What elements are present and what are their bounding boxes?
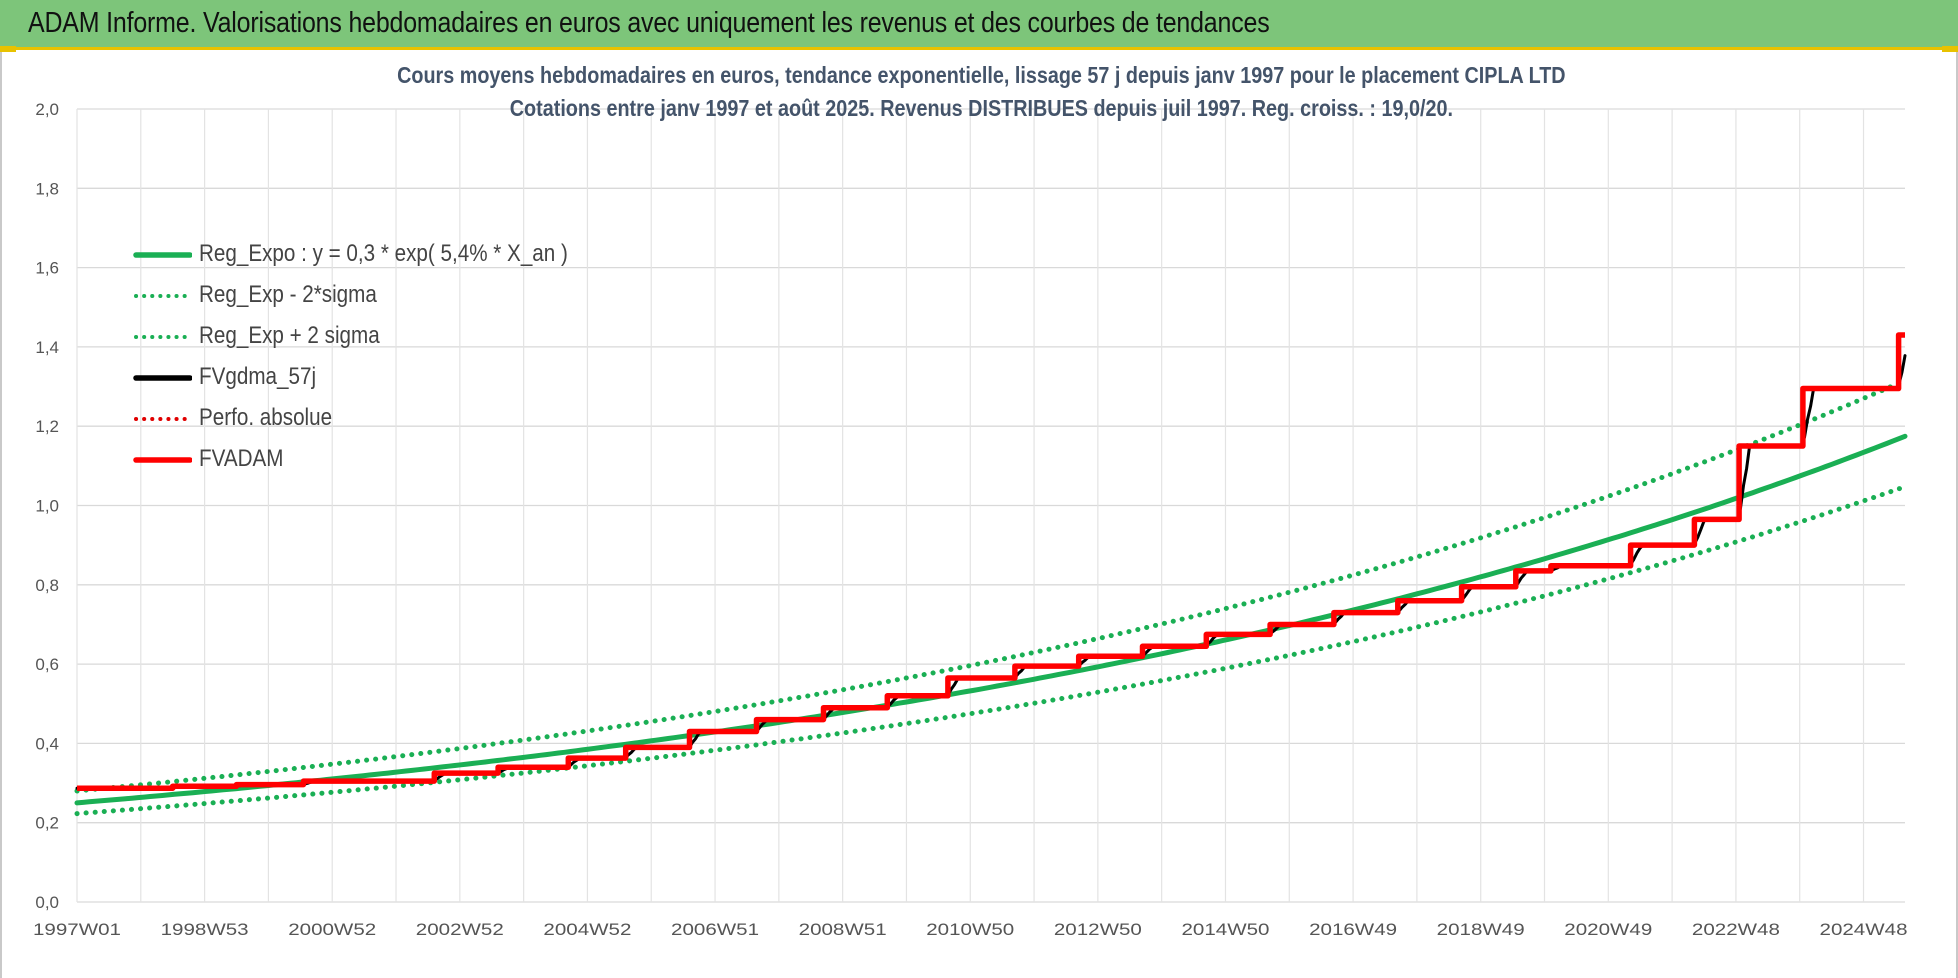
x-tick-label: 2010W50: [926, 920, 1014, 939]
legend-label: Reg_Exp + 2 sigma: [199, 322, 380, 349]
series-trend-band: [74, 484, 1908, 817]
y-tick-label: 1,6: [35, 259, 59, 278]
y-tick-label: 2,0: [35, 100, 59, 119]
x-tick-label: 2008W51: [799, 920, 887, 939]
chart-subtitle: Cotations entre janv 1997 et août 2025. …: [509, 95, 1453, 121]
x-tick-label: 2022W48: [1692, 920, 1780, 939]
x-tick-label: 2004W52: [543, 920, 631, 939]
corner-mark-right: [1942, 46, 1958, 52]
chart-canvas: 0,0 0,2 0,4 0,6 0,8 1,0 1,2 1,4 1,6 1,8 2,0 1997W0…: [33, 100, 1908, 939]
series-fvadam-line: [76, 332, 1905, 791]
legend-label: Reg_Expo : y = 0,3 * exp( 5,4% * X_an ): [199, 240, 568, 267]
x-tick-label: 2016W49: [1309, 920, 1397, 939]
legend-label: FVgdma_57j: [199, 363, 317, 390]
legend-label: Reg_Exp - 2*sigma: [199, 281, 377, 308]
y-tick-label: 1,0: [35, 497, 59, 516]
legend-swatch: [133, 252, 192, 258]
y-tick-label: 0,8: [35, 576, 59, 595]
x-tick-label: 1998W53: [161, 920, 249, 939]
y-tick-label: 1,4: [35, 338, 59, 357]
x-axis: 1997W01 1998W53 2000W52 2002W52 2004W52 2006W…: [33, 920, 1908, 939]
x-tick-label: 2024W48: [1820, 920, 1908, 939]
gridlines: [76, 108, 1905, 903]
y-tick-label: 0,4: [35, 734, 59, 753]
x-tick-label: 1997W01: [33, 920, 121, 939]
y-axis: 0,0 0,2 0,4 0,6 0,8 1,0 1,2 1,4 1,6 1,8 2,0: [35, 100, 59, 912]
legend-swatch: [133, 457, 192, 463]
x-tick-label: 2002W52: [416, 920, 504, 939]
legend-swatch: [134, 417, 192, 421]
x-tick-label: 2000W52: [288, 920, 376, 939]
chart-title: Cours moyens hebdomadaires en euros, ten…: [396, 62, 1566, 88]
y-tick-label: 0,2: [35, 814, 59, 833]
chart-area: 0,0 0,2 0,4 0,6 0,8 1,0 1,2 1,4 1,6 1,8 2,0 1997W0…: [0, 50, 1958, 978]
legend-swatch: [134, 294, 192, 298]
legend-label: Perfo. absolue: [199, 404, 333, 431]
x-tick-label: 2012W50: [1054, 920, 1142, 939]
x-tick-label: 2020W49: [1564, 920, 1652, 939]
x-tick-label: 2006W51: [671, 920, 759, 939]
x-tick-label: 2018W49: [1437, 920, 1525, 939]
page-title: ADAM Informe. Valorisations hebdomadaire…: [28, 7, 1270, 39]
series-trend-band: [74, 377, 1908, 794]
y-tick-label: 0,0: [35, 893, 59, 912]
legend-swatch: [134, 335, 192, 339]
corner-mark-left: [0, 46, 16, 52]
header-bar: ADAM Informe. Valorisations hebdomadaire…: [0, 0, 1958, 50]
x-tick-label: 2014W50: [1181, 920, 1269, 939]
y-tick-label: 1,2: [35, 417, 59, 436]
series-lines: [74, 332, 1908, 817]
legend-label: FVADAM: [199, 445, 284, 472]
legend-swatch: [133, 375, 192, 381]
series-trend-line: [74, 433, 1908, 806]
y-tick-label: 0,6: [35, 655, 59, 674]
y-tick-label: 1,8: [35, 179, 59, 198]
